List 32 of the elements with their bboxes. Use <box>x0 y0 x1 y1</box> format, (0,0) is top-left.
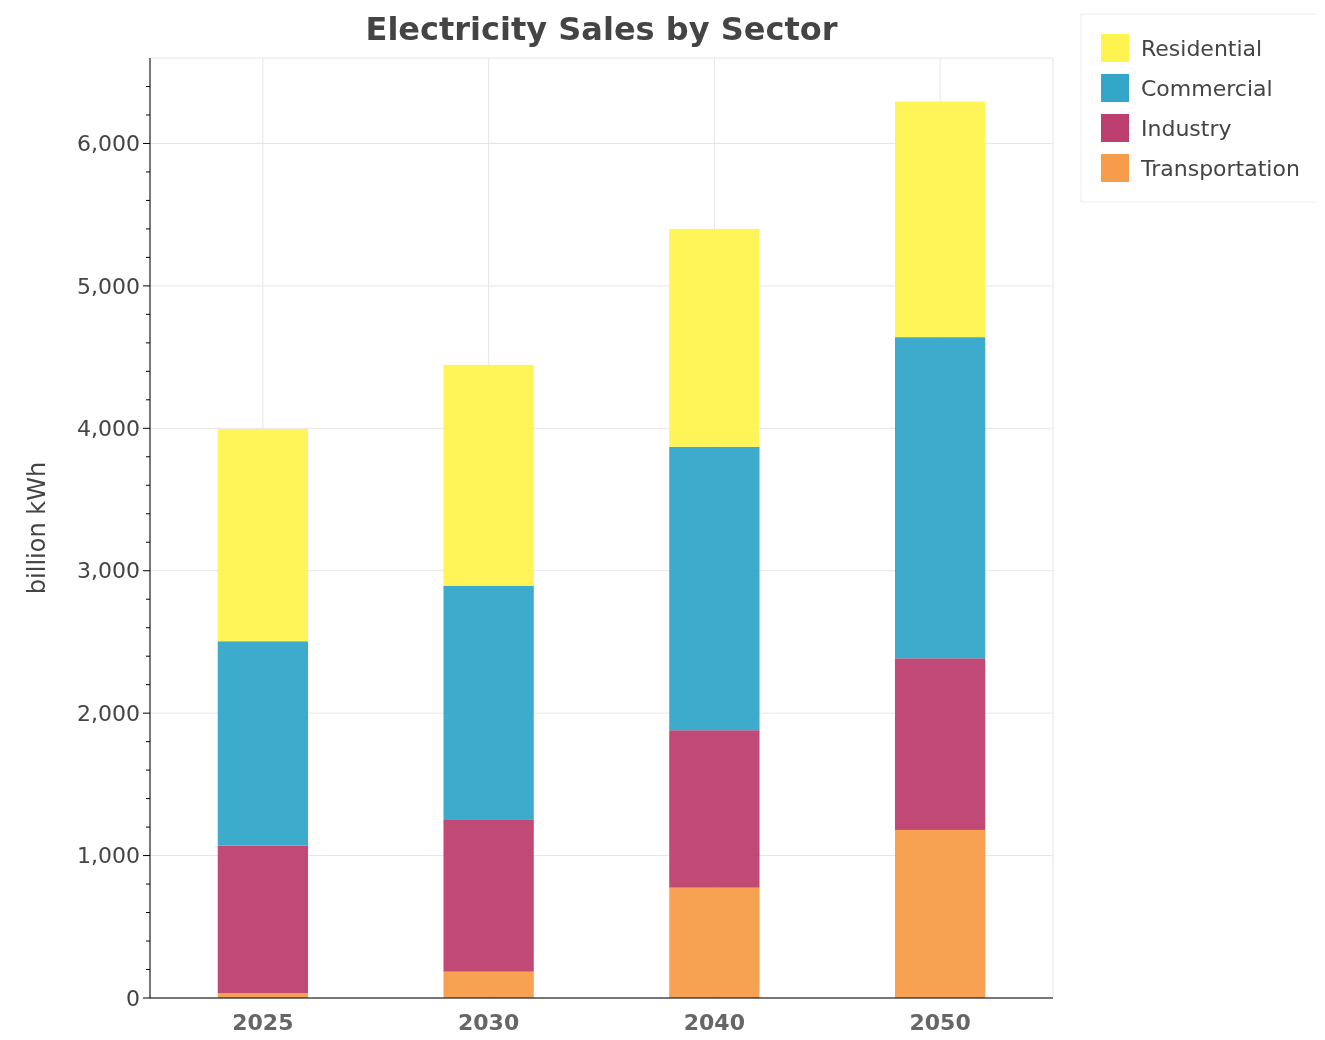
bar <box>894 337 986 659</box>
bar <box>217 845 309 994</box>
chart-title: Electricity Sales by Sector <box>365 10 838 48</box>
bar <box>669 446 760 731</box>
bar <box>669 730 760 888</box>
bar <box>894 658 986 830</box>
legend-label: Industry <box>1141 115 1232 141</box>
x-tick-label: 2025 <box>232 1010 294 1035</box>
bar <box>669 228 760 447</box>
x-tick-label: 2030 <box>458 1010 520 1035</box>
y-tick-label: 5,000 <box>77 273 140 299</box>
x-tick-label: 2050 <box>909 1010 971 1035</box>
y-tick-label: 2,000 <box>77 700 140 726</box>
bar <box>443 364 534 586</box>
legend-label: Transportation <box>1140 155 1300 181</box>
bar <box>443 819 534 972</box>
legend-label: Commercial <box>1141 75 1273 101</box>
legend-label: Residential <box>1141 35 1263 61</box>
bar <box>669 887 760 998</box>
bar <box>894 829 986 998</box>
y-tick-label: 0 <box>126 985 140 1011</box>
y-tick-label: 6,000 <box>77 131 140 157</box>
bar <box>217 641 309 846</box>
bar <box>894 101 986 338</box>
y-tick-label: 3,000 <box>77 558 140 584</box>
bar <box>217 429 309 642</box>
y-tick-label: 1,000 <box>77 843 140 869</box>
x-tick-label: 2040 <box>683 1010 745 1035</box>
y-tick-label: 4,000 <box>77 416 140 441</box>
bar <box>443 971 534 998</box>
y-axis-title: billion kWh <box>23 461 51 595</box>
bar <box>443 585 534 820</box>
